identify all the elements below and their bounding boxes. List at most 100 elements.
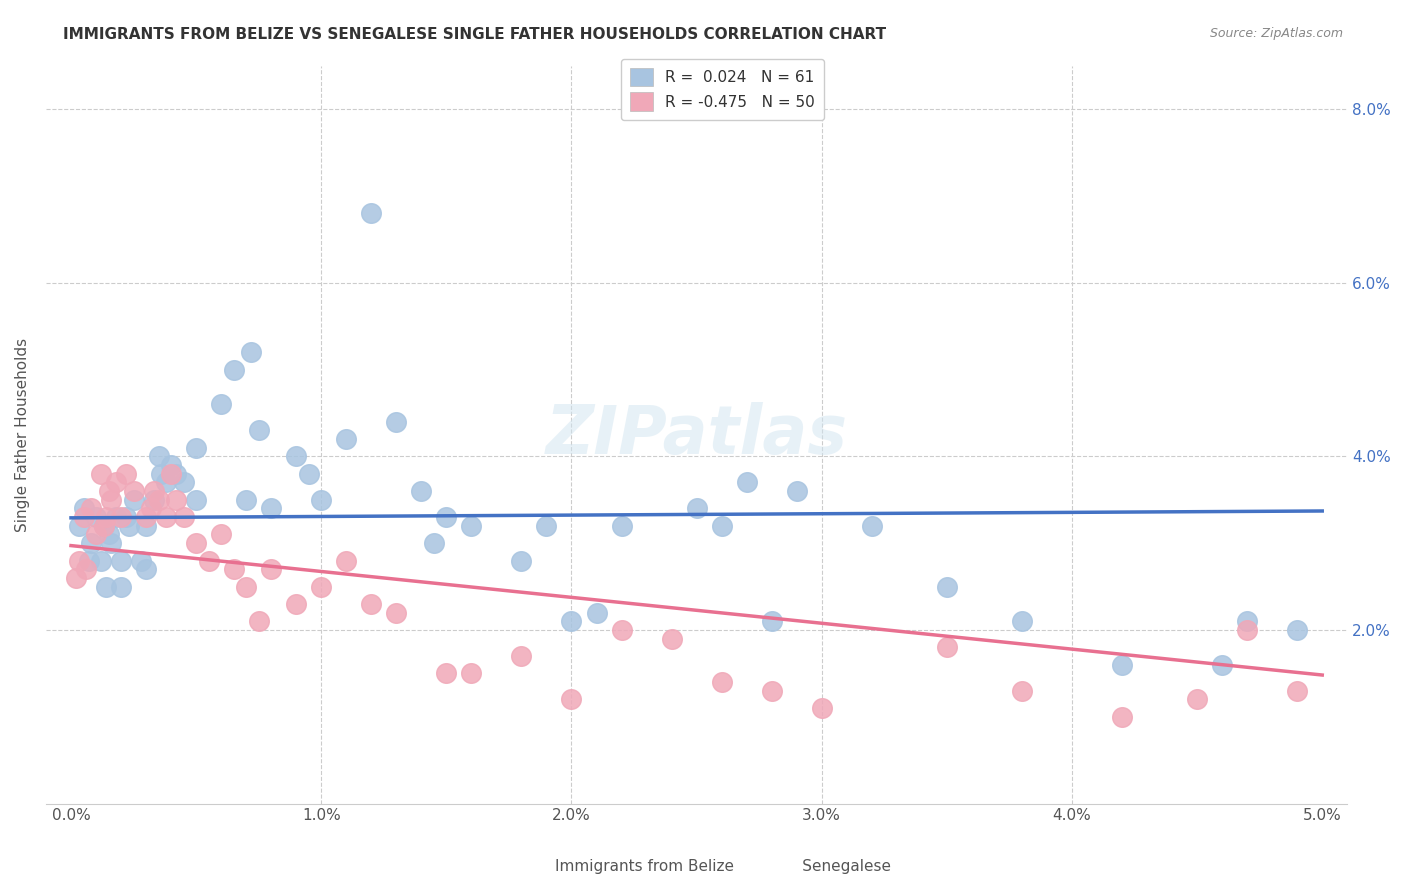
Point <box>139 501 162 516</box>
Point <box>710 518 733 533</box>
Point <box>510 553 533 567</box>
Point <box>150 467 173 481</box>
Point <box>97 527 120 541</box>
Point <box>260 501 283 516</box>
Point <box>460 518 482 533</box>
Point <box>84 527 107 541</box>
Point <box>1111 657 1133 672</box>
Point <box>385 415 408 429</box>
Point <box>460 666 482 681</box>
Point <box>298 467 321 481</box>
Point <box>240 345 263 359</box>
Point <box>165 467 187 481</box>
Point <box>148 492 170 507</box>
Point <box>142 492 165 507</box>
Point <box>135 510 157 524</box>
Point <box>434 510 457 524</box>
Point <box>209 397 232 411</box>
Point <box>122 484 145 499</box>
Text: Source: ZipAtlas.com: Source: ZipAtlas.com <box>1209 27 1343 40</box>
Point <box>155 510 177 524</box>
Point <box>160 458 183 472</box>
Point <box>610 518 633 533</box>
Point <box>285 450 308 464</box>
Point <box>184 492 207 507</box>
Point <box>335 553 357 567</box>
Legend: R =  0.024   N = 61, R = -0.475   N = 50: R = 0.024 N = 61, R = -0.475 N = 50 <box>621 59 824 120</box>
Point <box>235 492 257 507</box>
Point <box>661 632 683 646</box>
Point <box>94 510 117 524</box>
Point <box>148 450 170 464</box>
Point <box>560 692 582 706</box>
Point <box>105 475 128 490</box>
Point <box>385 606 408 620</box>
Point <box>173 475 195 490</box>
Point <box>110 510 132 524</box>
Point <box>510 648 533 663</box>
Point <box>260 562 283 576</box>
Point <box>77 553 100 567</box>
Point <box>235 580 257 594</box>
Point <box>72 510 94 524</box>
Point <box>1286 683 1309 698</box>
Point <box>80 501 103 516</box>
Point <box>1111 710 1133 724</box>
Point <box>761 615 783 629</box>
Point <box>335 432 357 446</box>
Point <box>434 666 457 681</box>
Text: Immigrants from Belize              Senegalese: Immigrants from Belize Senegalese <box>516 859 890 874</box>
Point <box>142 484 165 499</box>
Point <box>160 467 183 481</box>
Point <box>184 536 207 550</box>
Point <box>165 492 187 507</box>
Point <box>786 484 808 499</box>
Point <box>105 510 128 524</box>
Point <box>84 510 107 524</box>
Point <box>135 562 157 576</box>
Point <box>360 206 382 220</box>
Point <box>1011 683 1033 698</box>
Point <box>285 597 308 611</box>
Point <box>935 640 957 655</box>
Point <box>309 492 332 507</box>
Point <box>129 553 152 567</box>
Point <box>810 701 832 715</box>
Point <box>75 562 97 576</box>
Point <box>209 527 232 541</box>
Point <box>80 536 103 550</box>
Point <box>360 597 382 611</box>
Point <box>94 580 117 594</box>
Point <box>67 518 90 533</box>
Point <box>135 518 157 533</box>
Point <box>184 441 207 455</box>
Point <box>860 518 883 533</box>
Point <box>1211 657 1233 672</box>
Text: ZIPatlas: ZIPatlas <box>546 401 848 467</box>
Point <box>1236 615 1258 629</box>
Y-axis label: Single Father Households: Single Father Households <box>15 337 30 532</box>
Point <box>90 467 112 481</box>
Point <box>247 423 270 437</box>
Point <box>115 467 138 481</box>
Point <box>411 484 433 499</box>
Point <box>585 606 607 620</box>
Point <box>117 518 139 533</box>
Point <box>67 553 90 567</box>
Point <box>1011 615 1033 629</box>
Point <box>97 484 120 499</box>
Point <box>1236 623 1258 637</box>
Point <box>93 518 115 533</box>
Point <box>197 553 219 567</box>
Point <box>90 553 112 567</box>
Point <box>110 580 132 594</box>
Point <box>100 492 122 507</box>
Point <box>560 615 582 629</box>
Point <box>610 623 633 637</box>
Point <box>935 580 957 594</box>
Point <box>761 683 783 698</box>
Point <box>222 562 245 576</box>
Point <box>173 510 195 524</box>
Point <box>247 615 270 629</box>
Point <box>685 501 707 516</box>
